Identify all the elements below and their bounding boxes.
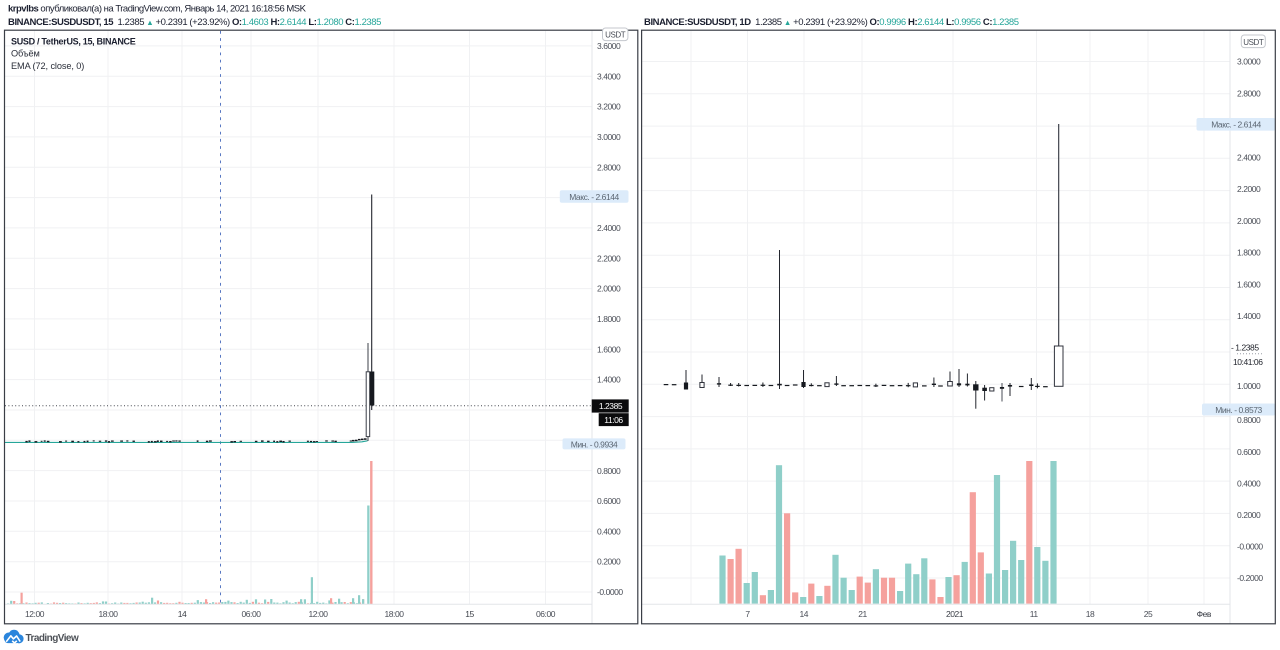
svg-text:krpvlbs опубликовал(а) на Trad: krpvlbs опубликовал(а) на TradingView.co… xyxy=(8,4,307,15)
svg-text:12:00: 12:00 xyxy=(25,609,45,619)
svg-text:11:06: 11:06 xyxy=(604,415,623,425)
svg-text:Объём: Объём xyxy=(11,49,40,59)
svg-text:Макс. - 2.6144: Макс. - 2.6144 xyxy=(1211,120,1261,130)
svg-text:2021: 2021 xyxy=(946,609,964,619)
svg-text:USDT: USDT xyxy=(1243,38,1264,47)
svg-text:18:00: 18:00 xyxy=(384,609,404,619)
svg-text:14: 14 xyxy=(178,609,187,619)
svg-text:0.2000: 0.2000 xyxy=(597,557,621,567)
svg-text:-0.0000: -0.0000 xyxy=(1237,542,1263,552)
svg-text:1.2385: 1.2385 xyxy=(599,401,623,411)
svg-text:0.6000: 0.6000 xyxy=(597,496,621,506)
svg-text:2.0000: 2.0000 xyxy=(597,284,621,294)
svg-text:3.0000: 3.0000 xyxy=(597,132,621,142)
svg-text:1.4000: 1.4000 xyxy=(1237,311,1261,321)
svg-text:3.6000: 3.6000 xyxy=(597,41,621,51)
svg-text:0.8000: 0.8000 xyxy=(1237,415,1261,425)
svg-text:3.4000: 3.4000 xyxy=(597,71,621,81)
svg-text:1.8000: 1.8000 xyxy=(597,314,621,324)
svg-text:21: 21 xyxy=(858,609,867,619)
svg-text:06:00: 06:00 xyxy=(241,609,261,619)
svg-text:-0.2000: -0.2000 xyxy=(1237,573,1263,583)
svg-text:Фев: Фев xyxy=(1197,609,1212,619)
svg-text:- 1.2385: - 1.2385 xyxy=(1231,343,1259,353)
svg-text:0.4000: 0.4000 xyxy=(597,526,621,536)
svg-text:0.2000: 0.2000 xyxy=(1237,510,1261,520)
svg-text:0.4000: 0.4000 xyxy=(1237,479,1261,489)
svg-text:2.0000: 2.0000 xyxy=(1237,216,1261,226)
svg-text:0.6000: 0.6000 xyxy=(1237,447,1261,457)
svg-text:Мин. - 0.8573: Мин. - 0.8573 xyxy=(1215,405,1262,415)
svg-text:2.8000: 2.8000 xyxy=(1237,89,1261,99)
svg-text:3.2000: 3.2000 xyxy=(597,102,621,112)
svg-text:14: 14 xyxy=(799,609,808,619)
svg-text:EMA (72, close, 0): EMA (72, close, 0) xyxy=(11,61,84,71)
svg-text:USDT: USDT xyxy=(605,31,626,40)
svg-text:10:41:06: 10:41:06 xyxy=(1233,357,1263,367)
svg-text:-0.0000: -0.0000 xyxy=(597,587,623,597)
svg-text:15: 15 xyxy=(465,609,474,619)
svg-text:06:00: 06:00 xyxy=(536,609,556,619)
svg-text:1.4000: 1.4000 xyxy=(597,375,621,385)
svg-text:2.2000: 2.2000 xyxy=(1237,184,1261,194)
svg-text:11: 11 xyxy=(1030,609,1039,619)
svg-text:TradingView: TradingView xyxy=(26,633,79,644)
svg-text:Макс. - 2.6144: Макс. - 2.6144 xyxy=(569,192,619,202)
svg-text:2.8000: 2.8000 xyxy=(597,162,621,172)
svg-text:BINANCE:SUSDUSDT, 1D 1.2385 ▲: BINANCE:SUSDUSDT, 1D 1.2385 ▲ +0.2391 (+… xyxy=(644,17,1019,28)
svg-text:Мин. - 0.9934: Мин. - 0.9934 xyxy=(571,439,618,449)
svg-text:SUSD / TetherUS, 15, BINANCE: SUSD / TetherUS, 15, BINANCE xyxy=(11,36,136,46)
svg-text:1.8000: 1.8000 xyxy=(1237,248,1261,258)
svg-text:25: 25 xyxy=(1144,609,1153,619)
svg-text:18: 18 xyxy=(1086,609,1095,619)
svg-text:12:00: 12:00 xyxy=(308,609,328,619)
svg-text:2.4000: 2.4000 xyxy=(597,223,621,233)
svg-text:3.0000: 3.0000 xyxy=(1237,57,1261,67)
svg-text:0.8000: 0.8000 xyxy=(597,466,621,476)
svg-text:18:00: 18:00 xyxy=(98,609,118,619)
svg-text:2.4000: 2.4000 xyxy=(1237,153,1261,163)
svg-text:1.0000: 1.0000 xyxy=(1237,381,1261,391)
svg-text:BINANCE:SUSDUSDT, 15 1.2385 ▲: BINANCE:SUSDUSDT, 15 1.2385 ▲ +0.2391 (+… xyxy=(8,17,381,28)
svg-text:7: 7 xyxy=(745,609,750,619)
svg-text:1.6000: 1.6000 xyxy=(1237,280,1261,290)
svg-text:2.2000: 2.2000 xyxy=(597,253,621,263)
svg-text:1.6000: 1.6000 xyxy=(597,344,621,354)
